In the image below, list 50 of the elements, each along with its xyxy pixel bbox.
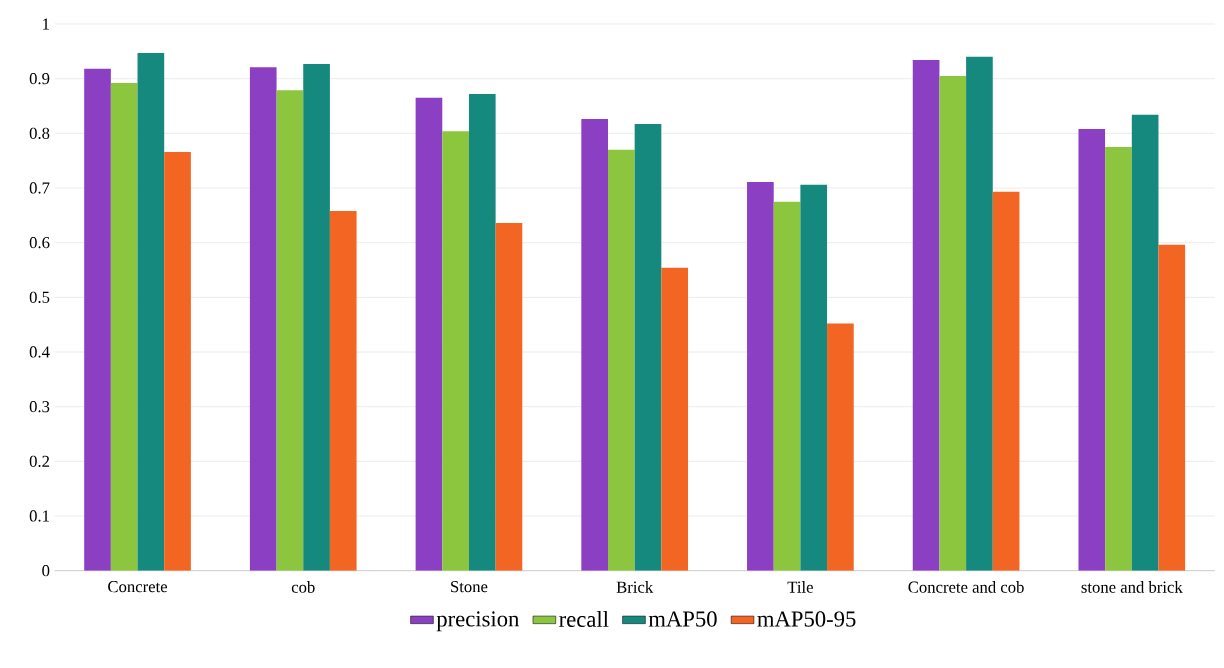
bar — [110, 83, 138, 571]
y-tick-label: 0.3 — [29, 401, 50, 413]
bar — [800, 184, 828, 571]
bar — [1158, 244, 1186, 571]
bar — [581, 119, 608, 571]
bar — [442, 131, 469, 571]
bar — [1078, 128, 1106, 571]
bar — [276, 90, 304, 571]
bar — [773, 201, 801, 571]
bar — [303, 63, 330, 571]
bar — [966, 56, 993, 571]
bar — [827, 323, 854, 571]
bar — [415, 97, 443, 571]
bar — [249, 67, 277, 571]
y-tick-label: 0.6 — [29, 237, 50, 249]
x-tick-label: Concrete and cob — [908, 581, 1024, 593]
y-tick-label: 0.1 — [29, 510, 49, 522]
y-tick-label: 0.2 — [29, 455, 50, 467]
bar — [329, 210, 357, 571]
y-tick-label: 0.5 — [29, 291, 50, 303]
bar — [137, 52, 165, 571]
x-tick-label: Concrete — [108, 581, 168, 593]
bar — [939, 75, 967, 571]
y-tick-label: 0 — [42, 565, 50, 577]
y-tick-label: 0.8 — [29, 127, 50, 139]
bar — [468, 93, 496, 571]
x-tick-label: cob — [291, 581, 315, 593]
legend-label: precision — [436, 611, 520, 632]
bar — [164, 151, 191, 571]
bar — [661, 267, 688, 571]
y-tick-label: 0.7 — [29, 182, 50, 194]
bar — [992, 191, 1020, 571]
x-tick-label: stone and brick — [1081, 581, 1183, 593]
y-tick-label: 1 — [43, 18, 49, 30]
bar — [912, 60, 940, 571]
bar — [634, 124, 662, 571]
bar — [495, 222, 523, 571]
y-tick-label: 0.9 — [29, 73, 50, 85]
bar — [1105, 147, 1132, 571]
x-tick-label: Stone — [451, 581, 488, 593]
bar — [608, 149, 635, 571]
bar — [84, 68, 111, 571]
y-tick-label: 0.4 — [29, 346, 50, 358]
legend-label: recall — [559, 611, 609, 627]
bar — [747, 181, 774, 571]
x-tick-label: Brick — [616, 581, 654, 593]
x-tick-label: Tile — [787, 581, 813, 593]
legend-label: mAP50 — [648, 611, 717, 627]
legend-label: mAP50-95 — [757, 611, 856, 627]
bar — [1131, 114, 1159, 571]
